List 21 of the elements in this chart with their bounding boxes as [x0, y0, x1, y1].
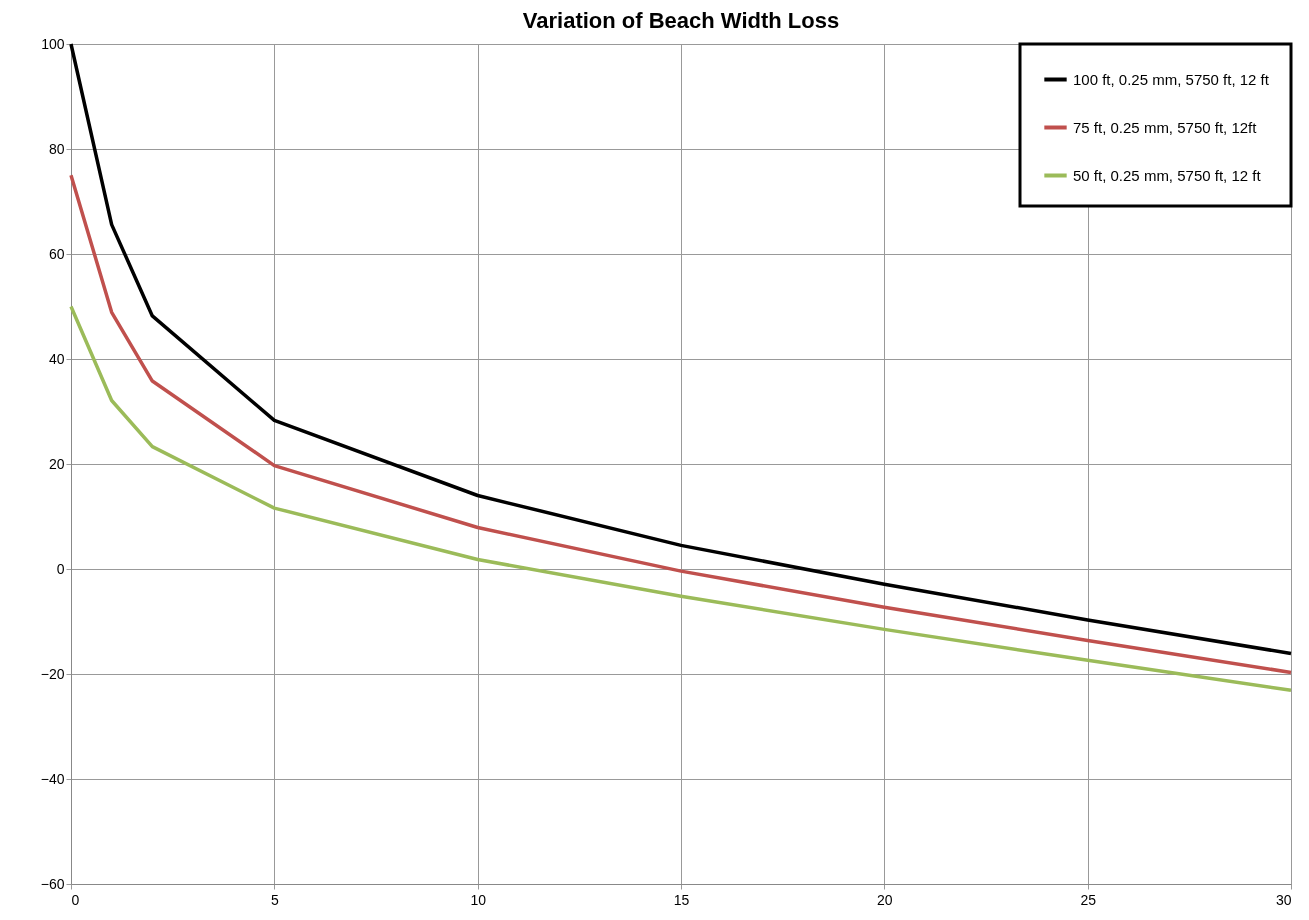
legend-label: 100 ft, 0.25 mm, 5750 ft, 12 ft — [1073, 70, 1270, 88]
chart-title: Variation of Beach Width Loss — [522, 8, 840, 33]
legend-label: 75 ft, 0.25 mm, 5750 ft, 12ft — [1073, 118, 1258, 136]
line-series — [69, 304, 1293, 693]
legend-label: 50 ft, 0.25 mm, 5750 ft, 12 ft — [1073, 166, 1262, 184]
y-tick-label: 80 — [48, 140, 65, 157]
y-tick-label: −40 — [40, 770, 65, 787]
x-tick-label: 25 — [1080, 891, 1097, 908]
y-tick-label: 100 — [41, 35, 65, 52]
x-tick-label: 30 — [1275, 891, 1292, 908]
x-tick-label: 20 — [877, 891, 893, 908]
y-tick-label: −60 — [40, 875, 65, 892]
y-tick-label: 0 — [56, 560, 65, 577]
x-tick-label: 15 — [673, 891, 690, 908]
y-tick-label: 20 — [48, 455, 65, 472]
x-tick-label: 5 — [270, 891, 279, 908]
x-tick-label: 0 — [71, 891, 80, 908]
y-tick-label: 40 — [48, 350, 65, 367]
y-tick-label: −20 — [40, 665, 65, 682]
y-tick-label: 60 — [48, 245, 65, 262]
x-tick-label: 10 — [470, 891, 487, 908]
